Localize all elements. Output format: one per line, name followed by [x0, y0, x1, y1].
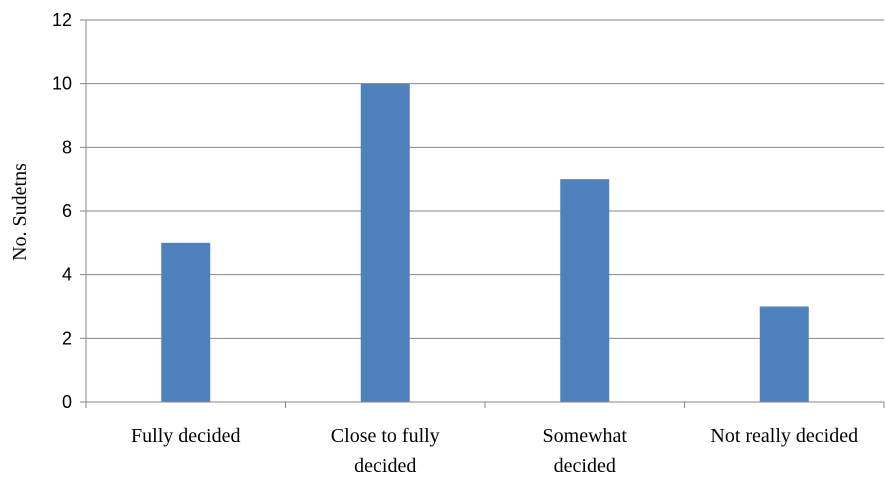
- axes: [85, 20, 885, 408]
- y-tick-label: 10: [52, 74, 72, 94]
- bar: [360, 83, 410, 403]
- x-category-label-line: Not really decided: [710, 425, 858, 447]
- y-tick-label: 0: [62, 392, 72, 412]
- x-category-label: Close to fully decided: [331, 425, 440, 477]
- bars: [161, 83, 809, 403]
- x-category-label-line: decided: [354, 455, 416, 477]
- bar: [759, 306, 809, 402]
- x-category-label: Somewhat decided: [543, 425, 628, 477]
- y-tick-label: 6: [62, 201, 72, 221]
- y-tick-label: 8: [62, 137, 72, 157]
- y-tick-label: 12: [52, 10, 72, 30]
- y-tick-label: 2: [62, 328, 72, 348]
- y-tick-labels: 0 2 4 6 8 10 12: [52, 10, 72, 412]
- x-category-label-line: Fully decided: [131, 425, 240, 447]
- y-axis-label: No. Sudetns: [9, 163, 31, 261]
- gridlines: [80, 19, 884, 403]
- bar: [161, 242, 211, 402]
- x-category-label-line: Somewhat: [543, 425, 628, 447]
- bar: [560, 179, 610, 402]
- x-category-label: Not really decided: [710, 425, 858, 447]
- x-category-label-line: Close to fully: [331, 425, 440, 447]
- x-category-label-line: decided: [554, 455, 616, 477]
- y-tick-label: 4: [62, 265, 72, 285]
- x-category-labels: Fully decided Close to fully decidedSomewh…: [131, 425, 858, 477]
- x-category-label: Fully decided: [131, 425, 240, 447]
